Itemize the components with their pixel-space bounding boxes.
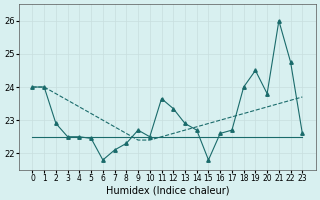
X-axis label: Humidex (Indice chaleur): Humidex (Indice chaleur) [106, 186, 229, 196]
